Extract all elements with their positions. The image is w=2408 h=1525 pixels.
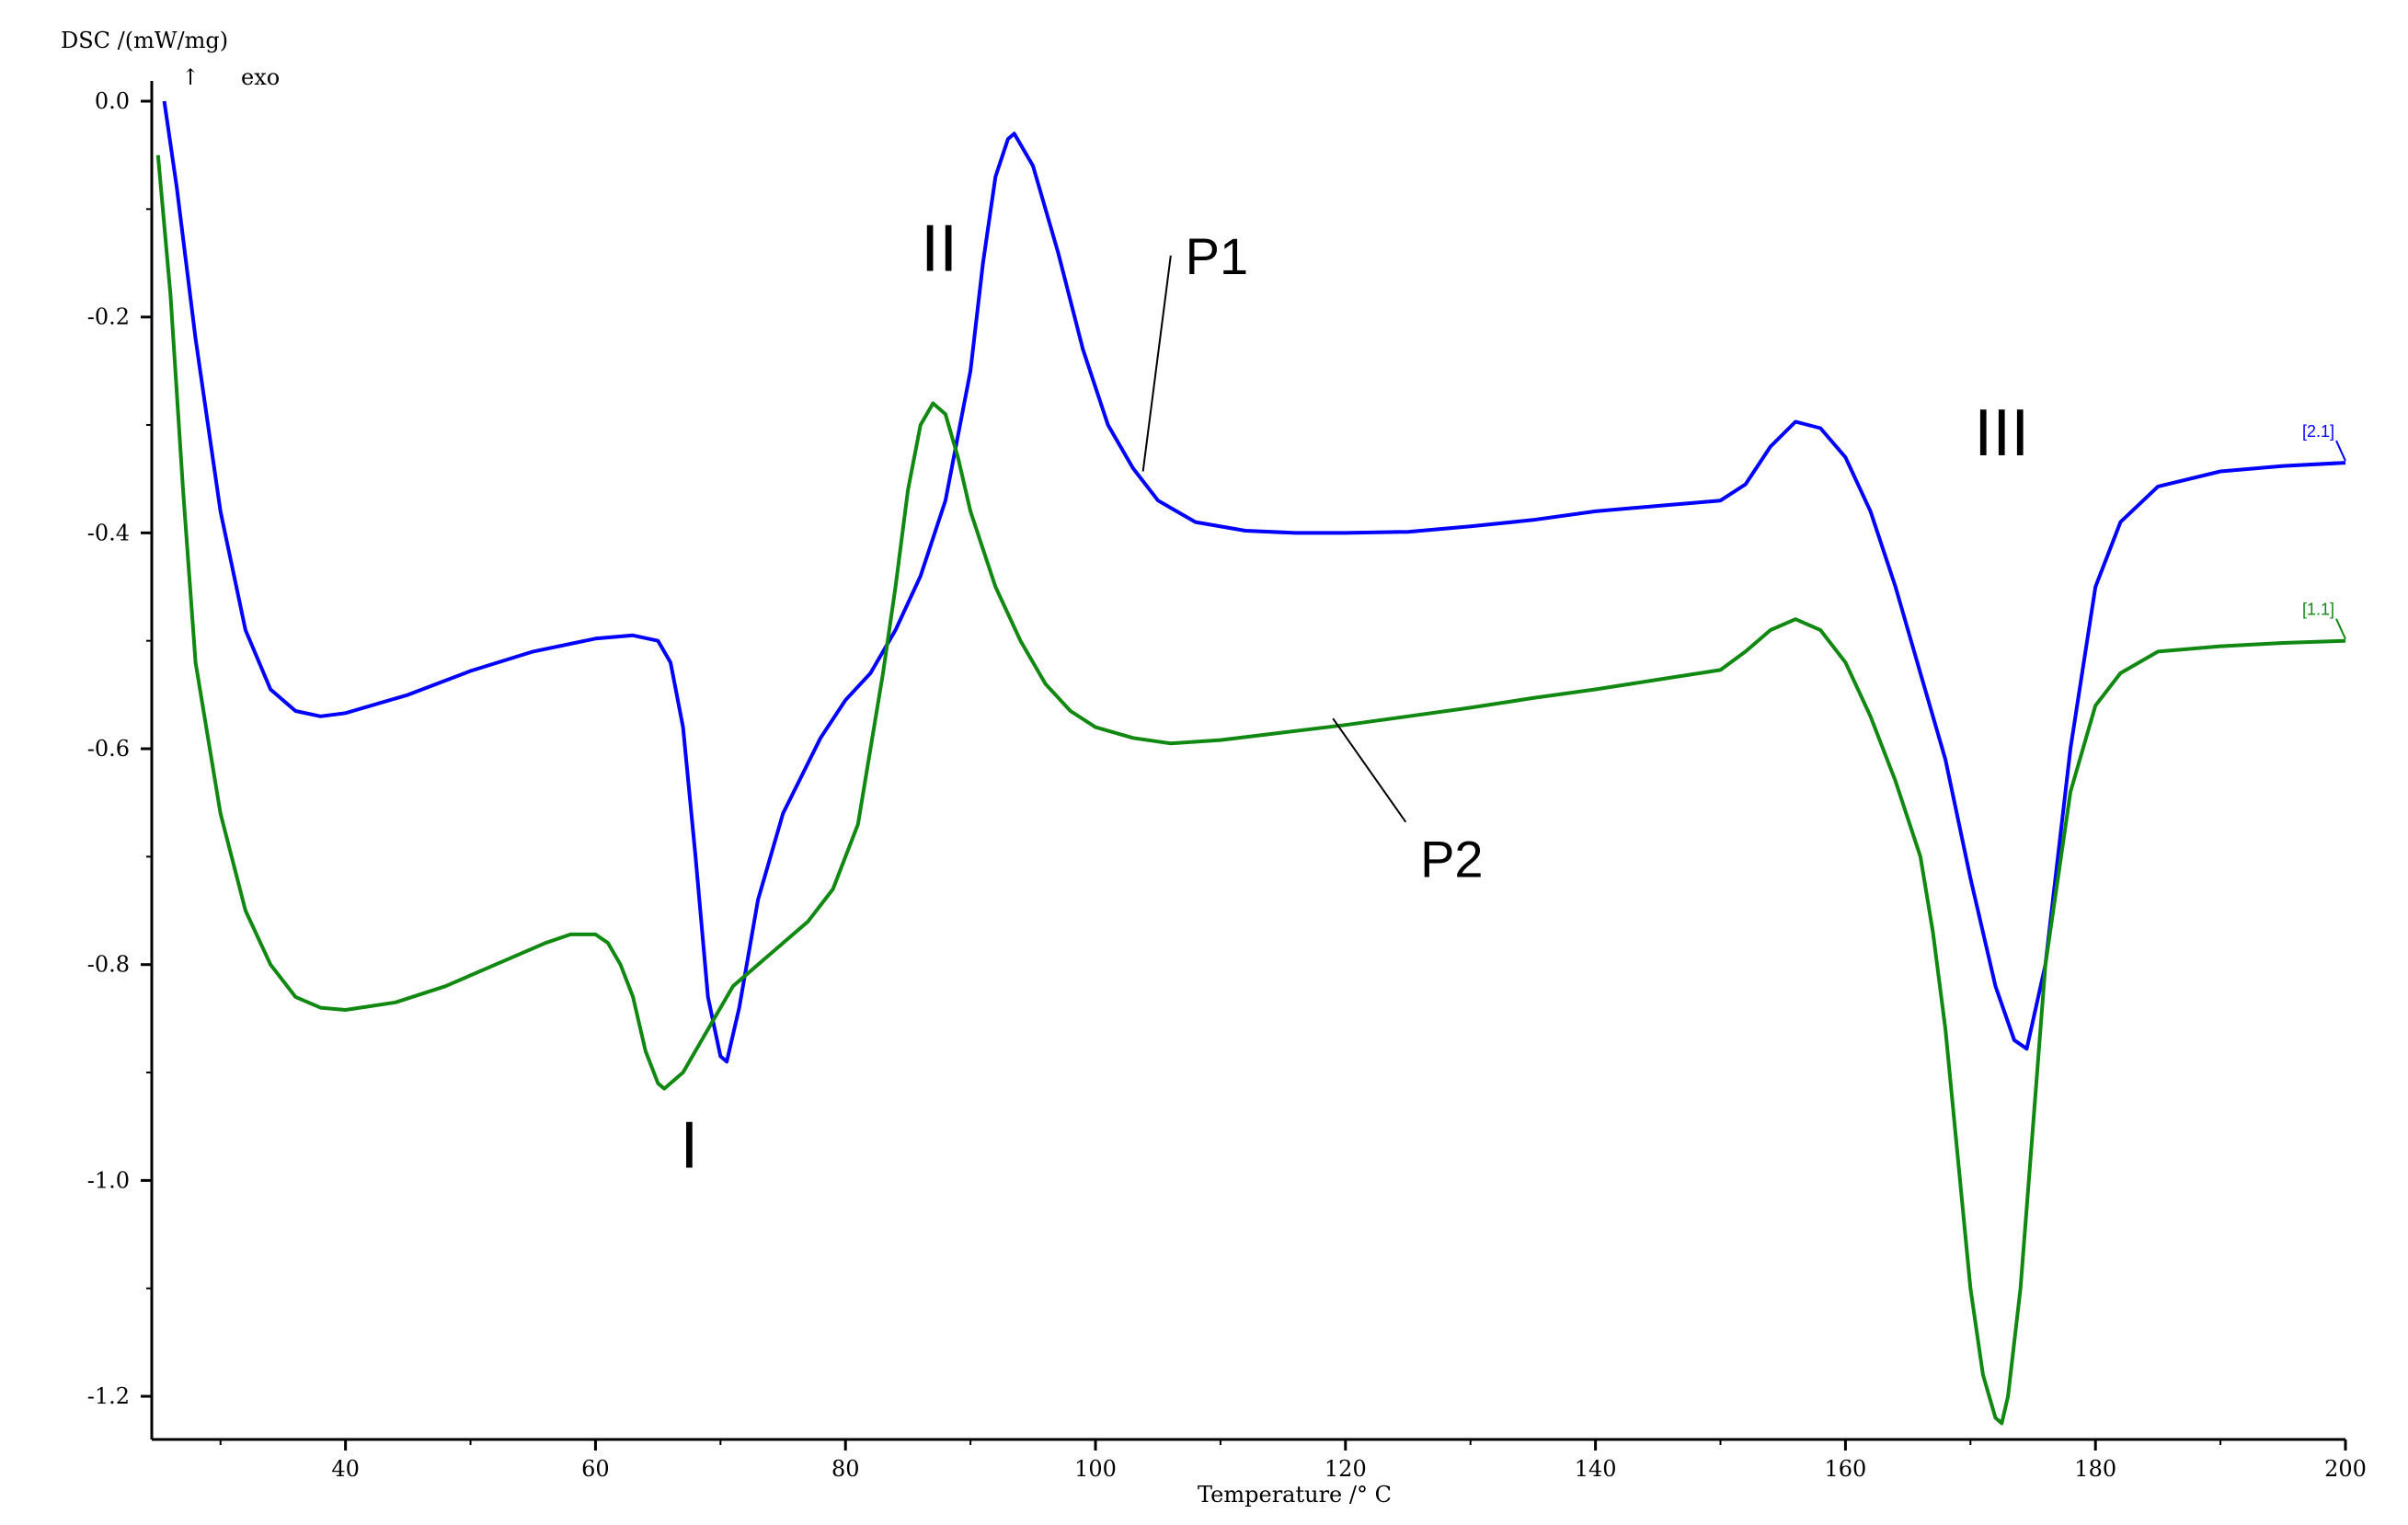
annotation-label: I [680,1109,698,1183]
y-tick-label: -0.2 [87,304,130,330]
end-tag-leader [2335,618,2346,640]
x-tick-label: 160 [1825,1456,1867,1482]
x-axis-label: Temperature /° C [1198,1482,1392,1508]
x-ticks: 40 60 80 100 120 140 160 180 200 [219,1439,2367,1482]
series-end-tag: [2.1] [2302,422,2334,441]
annotation-leader-line [1332,717,1407,823]
x-tick-label: 60 [581,1456,610,1482]
y-tick-label: -0.6 [87,736,130,762]
y-tick-label: 0.0 [95,88,130,114]
series-p1-line [162,100,2346,1064]
axes: 0.0 -0.2 -0.4 -0.6 -0.8 -1.0 -1.2 40 60 80 100 120… [87,81,2367,1482]
x-tick-label: 40 [331,1456,360,1482]
y-ticks: 0.0 -0.2 -0.4 -0.6 -0.8 -1.0 -1.2 [87,88,152,1409]
y-tick-label: -0.4 [87,520,130,545]
series-end-tag: [1.1] [2302,601,2334,619]
x-tick-label: 180 [2074,1456,2116,1482]
x-tick-label: 200 [2324,1456,2367,1482]
x-tick-label: 140 [1575,1456,1617,1482]
annotation-label: P1 [1186,227,1249,285]
y-tick-label: -1.2 [87,1383,130,1409]
y-tick-label: -1.0 [87,1167,130,1193]
x-tick-label: 80 [831,1456,860,1482]
annotation-label: III [1974,396,2029,470]
x-tick-label: 120 [1324,1456,1367,1482]
y-tick-label: -0.8 [87,952,130,978]
x-tick-label: 100 [1074,1456,1117,1482]
end-tag-leader [2335,440,2346,462]
exo-arrow-icon: ↑ [181,64,200,90]
y-axis-label: DSC /(mW/mg) [61,28,228,53]
annotation-leader-line [1141,255,1172,472]
series-p2-line [155,155,2346,1426]
annotation-label: P2 [1420,831,1484,889]
exo-label: exo [241,64,280,90]
series-layer: [2.1] [1.1] [155,100,2346,1426]
annotation-label: II [921,212,957,286]
